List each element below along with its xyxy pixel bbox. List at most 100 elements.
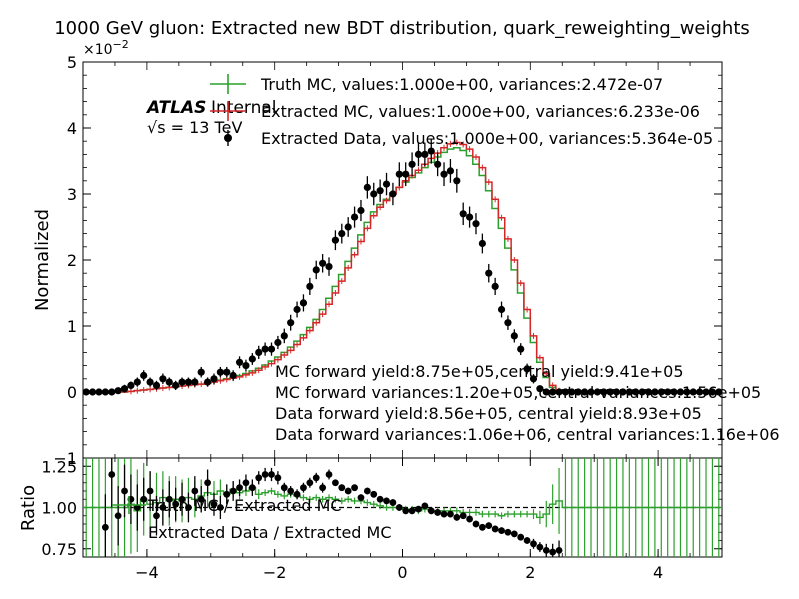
data-point — [114, 387, 122, 395]
data-ratio-point — [306, 479, 314, 487]
data-point — [242, 362, 250, 370]
data-point — [619, 388, 627, 396]
data-ratio-point — [555, 547, 563, 554]
data-point — [152, 381, 161, 389]
data-point — [568, 388, 576, 396]
data-ratio-point — [229, 487, 237, 495]
data-point — [133, 378, 141, 386]
legend-truth-ratio-label: Truth MC / Extracted MC — [147, 496, 342, 515]
data-point — [88, 388, 97, 396]
yield-annotations: MC forward yield:8.75e+05,central yield:… — [275, 362, 780, 444]
data-point — [235, 358, 244, 366]
data-ratio-point — [504, 528, 512, 536]
data-point — [523, 365, 531, 373]
data-ratio-point — [108, 471, 116, 478]
data-point — [651, 388, 659, 396]
data-ratio-point — [370, 490, 378, 498]
data-point — [561, 388, 570, 396]
data-point — [376, 187, 384, 195]
data-point — [510, 332, 518, 340]
data-point — [395, 170, 403, 178]
data-point — [689, 388, 697, 396]
data-point — [715, 388, 723, 396]
data-point — [485, 269, 493, 277]
data-point — [472, 220, 480, 228]
data-ratio-point — [236, 484, 243, 492]
data-ratio-point — [363, 487, 371, 495]
data-ratio-point — [440, 510, 448, 518]
data-point — [274, 338, 282, 347]
x-tick-label: −2 — [263, 563, 287, 582]
legend-extracted-data: Extracted Data, values:1.000e+00, varian… — [224, 129, 713, 148]
data-point — [606, 388, 614, 396]
data-point — [478, 239, 486, 248]
data-point — [172, 381, 180, 389]
data-point — [197, 368, 205, 376]
data-point — [612, 388, 621, 396]
x-tick-label: −4 — [135, 563, 159, 582]
data-ratio-point — [344, 487, 352, 495]
data-point — [644, 388, 653, 396]
data-point — [312, 266, 320, 274]
data-ratio-point — [146, 487, 154, 495]
data-point — [625, 388, 633, 396]
data-ratio-point — [332, 479, 339, 487]
data-point — [536, 385, 544, 393]
data-point — [491, 282, 499, 290]
data-point — [389, 190, 397, 198]
ratio-panel: 0.75 1.00 1.25 −4 −2 0 2 4 Ratio Truth MC / Ex… — [18, 457, 723, 582]
data-ratio-point — [248, 484, 256, 492]
data-point — [549, 388, 557, 396]
data-point — [363, 183, 371, 191]
data-point — [101, 388, 109, 396]
ratio-legend: Truth MC / Extracted MC Extracted Data /… — [112, 496, 392, 542]
data-point — [229, 371, 237, 380]
main-y-tick-label: 0 — [67, 383, 77, 402]
main-y-tick-label: −1 — [53, 449, 77, 468]
data-ratio-point — [491, 525, 499, 533]
data-ratio-point — [293, 490, 301, 498]
data-ratio-point — [415, 505, 422, 513]
data-point — [574, 388, 582, 396]
data-point — [408, 160, 416, 168]
main-y-axis-label: Normalized — [32, 209, 53, 311]
data-ratio-point — [408, 507, 416, 515]
data-over-mc-series — [101, 458, 563, 557]
data-ratio-point — [376, 495, 384, 503]
x-tick-label: 0 — [397, 563, 407, 582]
data-point — [497, 305, 506, 314]
x-tick-label: 2 — [525, 563, 535, 582]
data-point — [191, 378, 199, 386]
data-point — [593, 388, 601, 396]
data-ratio-point — [319, 484, 327, 492]
data-point — [453, 177, 461, 185]
data-point — [421, 150, 429, 158]
data-ratio-point — [517, 533, 525, 541]
main-y-tick-label: 2 — [67, 251, 77, 270]
data-point — [702, 388, 710, 396]
main-y-tick-label: 5 — [67, 53, 77, 72]
data-ratio-point — [191, 487, 199, 495]
data-ratio-point — [101, 523, 109, 531]
data-ratio-point — [216, 504, 224, 511]
annotation-data-yield: Data forward yield:8.56e+05, central yie… — [275, 404, 702, 423]
data-ratio-point — [542, 547, 550, 554]
data-ratio-point — [427, 507, 435, 515]
data-point — [120, 385, 129, 393]
legend-data-ratio-label: Extracted Data / Extracted MC — [148, 523, 392, 542]
main-y-tick-label: 4 — [67, 119, 77, 138]
data-point — [350, 213, 359, 221]
data-ratio-point — [421, 502, 429, 510]
data-ratio-point — [114, 512, 122, 520]
ratio-y-axis-label: Ratio — [18, 485, 39, 531]
data-ratio-point — [178, 495, 186, 503]
data-ratio-point — [172, 500, 180, 508]
data-point — [306, 282, 314, 290]
data-point — [370, 190, 378, 198]
extracted-data-series — [82, 138, 723, 396]
data-ratio-point — [280, 484, 288, 492]
data-point — [331, 236, 340, 244]
data-point — [140, 371, 148, 380]
